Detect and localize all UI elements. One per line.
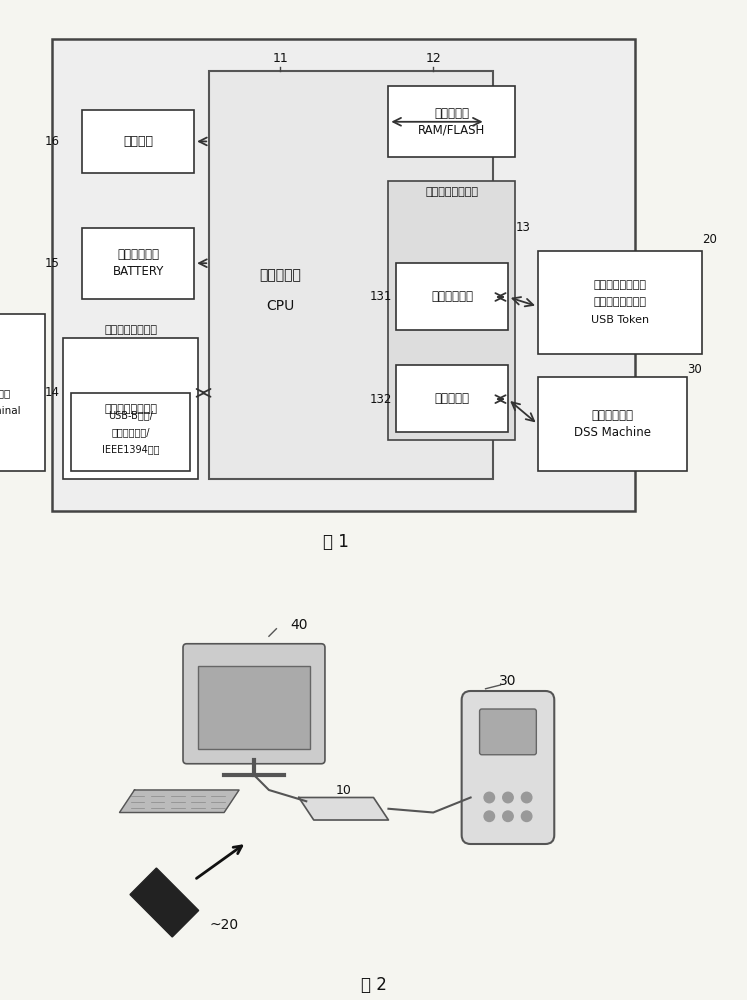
FancyBboxPatch shape <box>183 644 325 764</box>
Text: 图 2: 图 2 <box>361 976 386 994</box>
Text: RAM/FLASH: RAM/FLASH <box>418 124 486 137</box>
Text: 16: 16 <box>45 135 60 148</box>
Text: DSS Machine: DSS Machine <box>574 426 651 439</box>
FancyBboxPatch shape <box>388 181 515 440</box>
Text: 中央处理器: 中央处理器 <box>259 268 301 282</box>
FancyBboxPatch shape <box>63 338 198 479</box>
Text: 40: 40 <box>290 618 308 632</box>
Text: 14: 14 <box>45 386 60 399</box>
Text: 132: 132 <box>370 393 392 406</box>
FancyBboxPatch shape <box>462 691 554 844</box>
FancyBboxPatch shape <box>198 666 310 749</box>
Text: 15: 15 <box>45 257 60 270</box>
Text: 存储器模块: 存储器模块 <box>435 107 469 120</box>
Text: 密码器接口: 密码器接口 <box>435 392 469 405</box>
Text: 付密码的安全装置: 付密码的安全装置 <box>594 298 646 308</box>
Text: CPU: CPU <box>266 299 294 313</box>
FancyBboxPatch shape <box>71 393 190 471</box>
Text: 12: 12 <box>425 52 441 65</box>
FancyBboxPatch shape <box>388 86 515 157</box>
Text: 第一通讯控制模块: 第一通讯控制模块 <box>426 188 478 198</box>
Text: 电源管理模块: 电源管理模块 <box>117 248 159 261</box>
Text: ~20: ~20 <box>210 918 238 932</box>
Text: 20: 20 <box>702 233 717 246</box>
Text: BATTERY: BATTERY <box>113 265 164 278</box>
FancyBboxPatch shape <box>130 868 199 937</box>
Polygon shape <box>299 798 388 820</box>
Text: 串行通讯接口/: 串行通讯接口/ <box>111 427 150 437</box>
FancyBboxPatch shape <box>82 110 194 173</box>
Text: IEEE1394接口: IEEE1394接口 <box>102 444 159 454</box>
Text: 30: 30 <box>499 674 517 688</box>
Polygon shape <box>120 790 239 812</box>
Text: USB Token: USB Token <box>591 315 649 325</box>
Text: 10: 10 <box>335 784 352 796</box>
FancyBboxPatch shape <box>396 365 508 432</box>
Text: 13: 13 <box>515 221 530 234</box>
Text: 131: 131 <box>370 290 392 304</box>
Text: /银行电脑终端设: /银行电脑终端设 <box>0 388 10 398</box>
Circle shape <box>484 811 495 822</box>
FancyBboxPatch shape <box>82 228 194 299</box>
FancyBboxPatch shape <box>0 314 45 471</box>
Text: 备PC/Terminal: 备PC/Terminal <box>0 405 21 415</box>
Circle shape <box>503 811 513 822</box>
Text: 多用途计算电子支: 多用途计算电子支 <box>594 280 646 290</box>
Circle shape <box>521 811 532 822</box>
Circle shape <box>503 792 513 803</box>
FancyBboxPatch shape <box>396 263 508 330</box>
FancyBboxPatch shape <box>480 709 536 755</box>
Text: 11: 11 <box>272 52 288 65</box>
Text: USB-B接口/: USB-B接口/ <box>108 410 153 420</box>
FancyBboxPatch shape <box>209 71 493 479</box>
Circle shape <box>484 792 495 803</box>
Text: 第二通讯控制模块: 第二通讯控制模块 <box>105 404 157 414</box>
FancyBboxPatch shape <box>538 377 687 471</box>
Text: 安全装置接口: 安全装置接口 <box>431 290 473 303</box>
FancyBboxPatch shape <box>52 39 635 511</box>
Text: 第二通讯控制模块: 第二通讯控制模块 <box>105 325 157 335</box>
FancyBboxPatch shape <box>538 251 702 354</box>
Text: 30: 30 <box>687 363 702 376</box>
Circle shape <box>521 792 532 803</box>
Text: 手持式密码器: 手持式密码器 <box>592 409 633 422</box>
Text: 图 1: 图 1 <box>323 533 349 551</box>
Text: 指示模块: 指示模块 <box>123 135 153 148</box>
